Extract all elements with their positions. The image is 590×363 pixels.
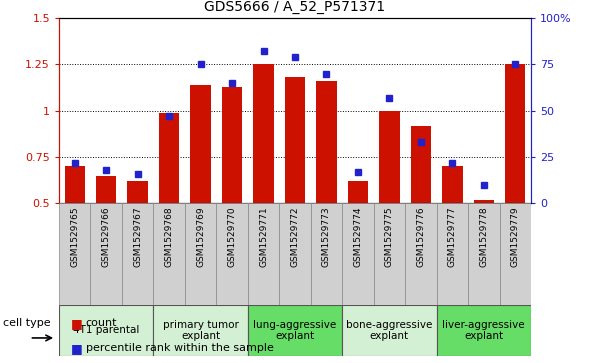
Bar [342,203,373,305]
Text: GSM1529765: GSM1529765 [70,206,79,267]
Text: GSM1529766: GSM1529766 [101,206,111,267]
Bar [505,65,526,203]
Bar [468,203,500,305]
Text: GSM1529776: GSM1529776 [417,206,425,267]
Text: GSM1529774: GSM1529774 [353,206,362,267]
Text: primary tumor
explant: primary tumor explant [163,319,238,341]
Text: GSM1529779: GSM1529779 [511,206,520,267]
Bar [411,126,431,203]
Text: GSM1529768: GSM1529768 [165,206,173,267]
Text: GSM1529775: GSM1529775 [385,206,394,267]
Bar [59,203,90,305]
Title: GDS5666 / A_52_P571371: GDS5666 / A_52_P571371 [205,0,385,15]
Bar [153,203,185,305]
Bar [285,77,305,203]
Text: GSM1529777: GSM1529777 [448,206,457,267]
Bar [500,203,531,305]
Text: percentile rank within the sample: percentile rank within the sample [86,343,273,354]
Bar [59,305,153,356]
Bar [127,181,148,203]
Bar [311,203,342,305]
Bar [222,87,242,203]
Text: GSM1529772: GSM1529772 [290,206,300,267]
Bar [373,203,405,305]
Bar [348,181,368,203]
Text: GSM1529770: GSM1529770 [228,206,237,267]
Text: bone-aggressive
explant: bone-aggressive explant [346,319,432,341]
Bar [191,85,211,203]
Bar [405,203,437,305]
Text: ■: ■ [71,317,83,330]
Bar [64,166,85,203]
Text: count: count [86,318,117,328]
Bar [159,113,179,203]
Bar [437,305,531,356]
Bar [153,305,248,356]
Text: lung-aggressive
explant: lung-aggressive explant [253,319,337,341]
Bar [437,203,468,305]
Text: GSM1529778: GSM1529778 [479,206,489,267]
Text: 4T1 parental: 4T1 parental [73,325,139,335]
Bar [217,203,248,305]
Text: ■: ■ [71,342,83,355]
Bar [379,111,399,203]
Bar [442,166,463,203]
Bar [248,305,342,356]
Text: liver-aggressive
explant: liver-aggressive explant [442,319,525,341]
Bar [248,203,279,305]
Bar [96,176,116,203]
Bar [279,203,311,305]
Bar [342,305,437,356]
Text: GSM1529771: GSM1529771 [259,206,268,267]
Bar [316,81,337,203]
Text: GSM1529767: GSM1529767 [133,206,142,267]
Bar [90,203,122,305]
Text: cell type: cell type [3,318,51,328]
Bar [474,200,494,203]
Bar [185,203,217,305]
Bar [122,203,153,305]
Text: GSM1529769: GSM1529769 [196,206,205,267]
Bar [253,65,274,203]
Text: GSM1529773: GSM1529773 [322,206,331,267]
